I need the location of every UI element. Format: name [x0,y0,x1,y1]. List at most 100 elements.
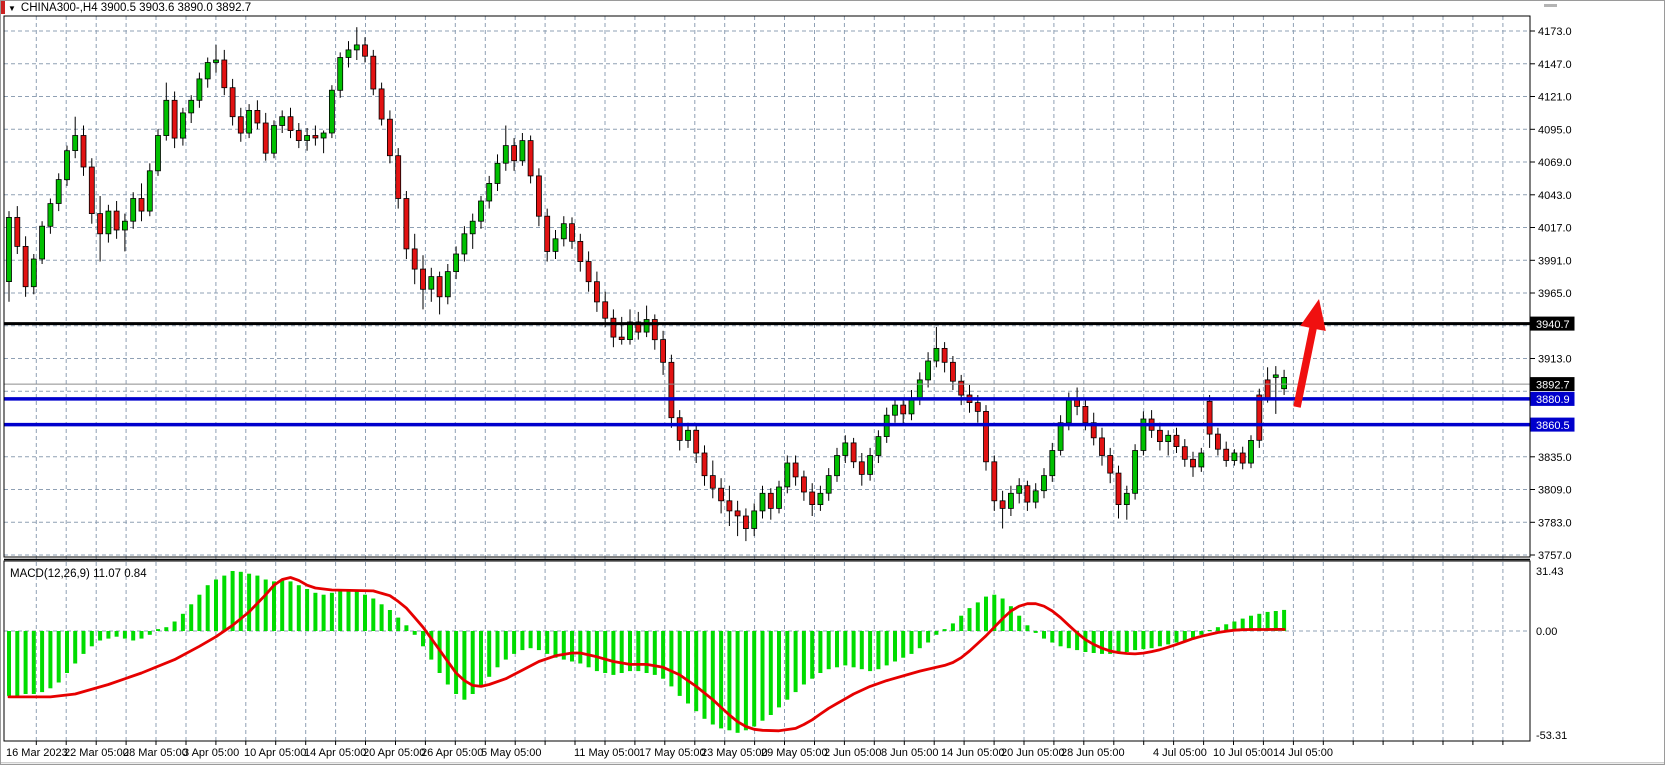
candle-body [386,118,393,157]
candle-body [1099,437,1105,456]
candle-body [916,379,923,400]
candle-body [97,213,103,235]
up-arrow-annotation[interactable] [1293,299,1326,408]
candle-body [262,122,269,154]
candle-body [950,361,956,382]
macd-bar [106,631,111,639]
macd-bar [702,631,707,719]
macd-bar [321,594,326,631]
macd-bar [1017,615,1022,631]
candle-body [709,475,716,489]
macd-bar [23,631,28,694]
macd-bar [1215,627,1220,631]
macd-bar [479,631,483,687]
candle-body [1024,485,1031,503]
macd-bar [363,594,367,631]
candle-body [925,360,931,381]
candle-body [875,436,882,456]
macd-bar [686,631,690,704]
candle-body [842,442,849,456]
macd-bar [462,631,467,700]
candle-body [436,276,443,298]
candle-body [776,486,782,509]
symbol-ohlc-header: ▼ CHINA300-,H4 3900.5 3903.6 3890.0 3892… [8,2,251,14]
macd-bar [338,590,343,631]
candle-body [933,347,940,362]
candle-body [511,145,518,162]
candle-body [635,321,642,333]
macd-bar [230,571,235,631]
candle-body [602,301,609,319]
candle-body [527,140,534,177]
candle-body [80,135,87,168]
macd-bar [959,615,964,631]
candle-body [801,476,807,493]
candle-body [478,200,484,222]
window-corner-accent [1,1,5,14]
time-tick-label: 23 May 05:00 [701,747,768,759]
candle-body [1181,446,1188,460]
macd-histogram [7,571,1287,733]
macd-bar [214,579,218,631]
macd-axis: 31.43 0.00 -53.31 [1536,566,1567,742]
macd-bar [1157,631,1162,647]
macd-bar [1083,631,1088,652]
candle-body [751,510,758,529]
time-tick-label: 22 Mar 05:00 [64,747,129,759]
candle-body [428,276,435,290]
candle-body [892,404,898,416]
price-tag [1530,391,1575,406]
candle-body [784,462,791,488]
price-tag-label: 3940.7 [1536,319,1570,331]
candle-body [320,132,327,139]
candle-body [685,429,691,441]
candle-body [676,417,683,441]
candle-body [701,452,708,477]
candle-body [279,116,286,126]
macd-bar [147,631,152,635]
candle-body [983,410,989,463]
macd-bar [1149,631,1154,649]
macd-bar [636,631,641,672]
macd-bar [263,579,268,631]
candle-body [809,491,816,506]
macd-bar [942,629,947,631]
macd-bar [801,631,806,685]
time-tick-label: 14 Apr 05:00 [304,747,366,759]
macd-bar [826,631,831,670]
macd-bar [172,621,177,631]
macd-bar [1058,631,1063,647]
candle-body [146,170,153,212]
macd-bar [1108,631,1113,654]
candle-body [867,455,873,475]
candle-body [486,182,493,202]
macd-bar [694,631,699,712]
symbol-dropdown-icon[interactable]: ▼ [8,3,16,13]
candle-body [759,492,766,512]
price-tick-label: 3757.0 [1538,550,1572,562]
candle-body [1256,394,1263,441]
macd-bar [421,631,425,647]
macd-bar [743,631,748,731]
macd-bar [1100,631,1104,654]
candle-body [469,220,476,235]
macd-bar [131,631,136,641]
candle-body [395,155,402,199]
macd-indicator-label: MACD(12,26,9) 11.07 0.84 [10,568,147,580]
candle-body [544,215,551,252]
candle-body [494,162,501,184]
candle-body [246,110,253,134]
time-tick-label: 5 May 05:00 [481,747,542,759]
candle-body [237,116,244,134]
price-axis[interactable]: 4173.0 4147.0 4121.0 4095.0 4069.0 4043.0 4017… [1530,26,1575,562]
candle-body [453,253,460,273]
candle-body [30,258,37,288]
candle-body [1281,376,1287,390]
candle-body [1123,492,1130,505]
macd-bar [396,617,401,631]
candle-body [743,515,749,530]
macd-bar [31,631,36,694]
